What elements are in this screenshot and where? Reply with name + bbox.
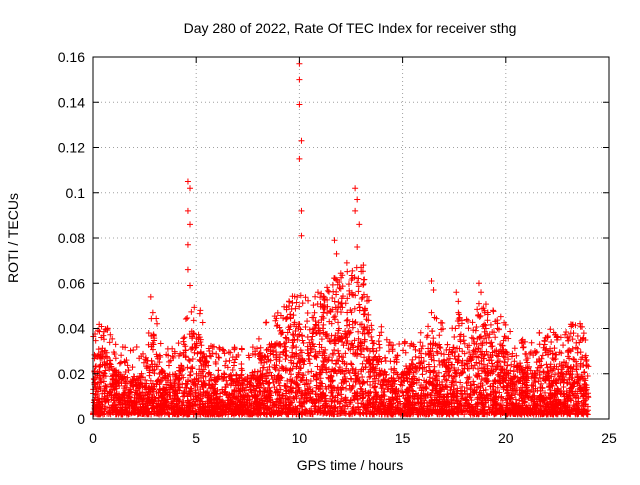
roti-point (494, 325, 501, 332)
y-axis-title: ROTI / TECUs (5, 193, 21, 283)
roti-point (463, 316, 470, 323)
roti-point-cluster (90, 288, 592, 418)
roti-point (360, 262, 367, 269)
roti-point (184, 207, 191, 214)
roti-point (187, 221, 194, 228)
roti-point (343, 259, 350, 266)
points-layer (90, 60, 592, 418)
x-tick-label: 15 (395, 430, 411, 446)
roti-point (428, 277, 435, 284)
roti-point (352, 185, 359, 192)
roti-point (296, 101, 303, 108)
roti-point (296, 76, 303, 83)
roti-point (298, 137, 305, 144)
roti-point (453, 289, 460, 296)
grid-layer (93, 57, 609, 419)
y-tick-label: 0.04 (58, 321, 85, 337)
y-tick-label: 0.16 (58, 49, 85, 65)
roti-point (475, 300, 482, 307)
roti-point (356, 221, 363, 228)
roti-point (331, 237, 338, 244)
ticks-layer: 0 0.02 0.04 0.06 0.08 0.1 0.12 0.14 0.16 0 5 10 15 20… (58, 49, 617, 446)
roti-point (147, 293, 154, 300)
roti-point (544, 334, 551, 341)
y-tick-label: 0.06 (58, 275, 85, 291)
roti-point (354, 244, 361, 251)
roti-point (184, 178, 191, 185)
x-tick-label: 25 (601, 430, 617, 446)
y-tick-label: 0.02 (58, 366, 85, 382)
roti-point (455, 298, 462, 305)
roti-point (187, 282, 194, 289)
roti-point (184, 241, 191, 248)
roti-point-cluster (94, 287, 587, 418)
y-tick-label: 0.14 (58, 94, 85, 110)
roti-point (354, 196, 361, 203)
x-axis-title: GPS time / hours (297, 457, 404, 473)
x-tick-label: 5 (192, 430, 200, 446)
y-tick-label: 0.1 (66, 185, 86, 201)
roti-point (98, 334, 105, 341)
roti-point (149, 309, 156, 316)
roti-point (475, 280, 482, 287)
y-tick-label: 0.12 (58, 140, 85, 156)
x-tick-label: 10 (292, 430, 308, 446)
roti-point (314, 289, 321, 296)
roti-point (298, 207, 305, 214)
roti-point (197, 307, 204, 314)
roti-point (333, 250, 340, 257)
x-tick-label: 20 (498, 430, 514, 446)
y-tick-label: 0.08 (58, 230, 85, 246)
roti-point (579, 336, 586, 343)
chart-title: Day 280 of 2022, Rate Of TEC Index for r… (184, 20, 517, 36)
roti-point (428, 309, 435, 316)
roti-point (430, 287, 437, 294)
x-tick-label: 0 (89, 430, 97, 446)
roti-point (298, 232, 305, 239)
roti-point (184, 266, 191, 273)
roti-point (296, 155, 303, 162)
roti-point (352, 207, 359, 214)
y-tick-label: 0 (77, 411, 85, 427)
roti-point (478, 289, 485, 296)
roti-point (187, 185, 194, 192)
